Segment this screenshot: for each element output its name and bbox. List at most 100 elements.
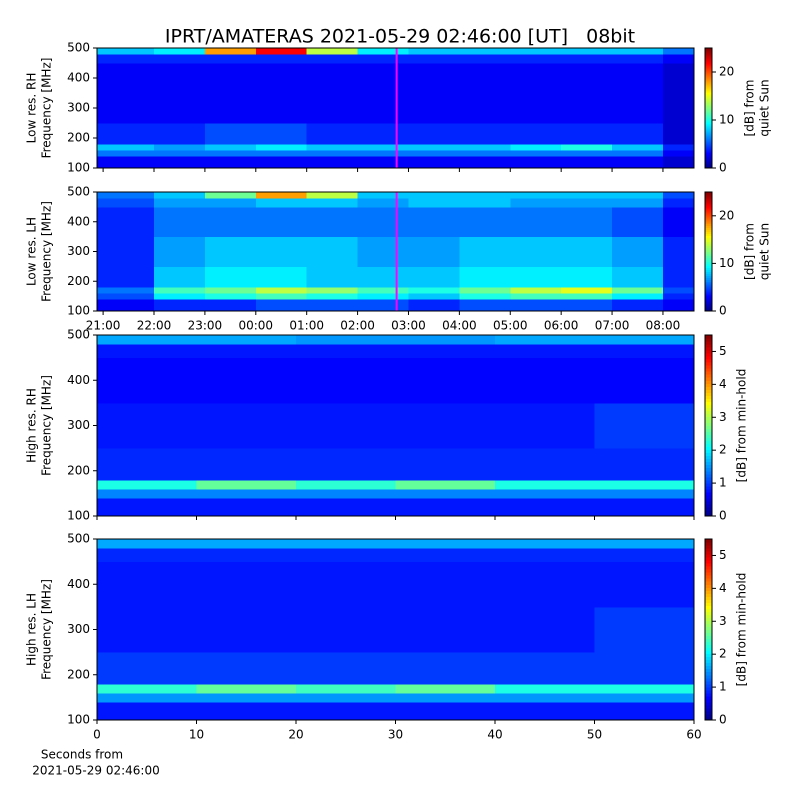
- heatmap-cell: [204, 63, 257, 94]
- colorbar-segment: [705, 431, 712, 436]
- heatmap-cell: [255, 150, 308, 157]
- heatmap-cell: [662, 192, 695, 199]
- heatmap-cell: [196, 683, 297, 694]
- heatmap-cell: [154, 93, 206, 124]
- colorbar-segment: [705, 90, 712, 93]
- heatmap-cell: [97, 266, 155, 288]
- colorbar-segment: [705, 359, 712, 363]
- heatmap-cell: [594, 357, 695, 404]
- colorbar-segment: [705, 704, 712, 709]
- heatmap-cell: [612, 150, 664, 157]
- colorbar-tick-label: 0: [719, 713, 727, 727]
- heatmap-cell: [357, 299, 409, 312]
- colorbar-segment: [705, 638, 712, 643]
- heatmap-cell: [204, 293, 257, 300]
- colorbar-segment: [705, 211, 712, 215]
- colorbar-segment: [705, 371, 712, 375]
- colorbar-segment: [705, 629, 712, 634]
- colorbar-segment: [705, 644, 712, 649]
- heatmap-cell: [594, 344, 695, 359]
- colorbar-segment: [705, 386, 712, 390]
- heatmap-cell: [612, 293, 664, 300]
- colorbar-segment: [705, 122, 712, 125]
- heatmap-cell: [459, 197, 511, 208]
- colorbar-tick-label: 0: [719, 161, 727, 175]
- colorbar-segment: [705, 620, 712, 624]
- heatmap-cell: [594, 335, 695, 345]
- colorbar-segment: [705, 506, 712, 511]
- heatmap-cell: [97, 539, 197, 549]
- heatmap-cell: [408, 63, 460, 94]
- colorbar-segment: [705, 596, 712, 600]
- x-tick-label: 00:00: [238, 319, 273, 333]
- colorbar-segment: [705, 142, 712, 145]
- heatmap-cell: [662, 299, 695, 312]
- heatmap-cell: [408, 54, 460, 64]
- heatmap-cell: [510, 206, 562, 238]
- colorbar-segment: [705, 267, 712, 270]
- y-tick-label: 200: [67, 667, 90, 681]
- heatmap-cell: [395, 488, 496, 499]
- colorbar-tick-label: 0: [719, 509, 727, 523]
- heatmap-cell: [662, 93, 695, 124]
- colorbar-segment: [705, 647, 712, 652]
- heatmap-cell: [255, 93, 308, 124]
- colorbar-segment: [705, 434, 712, 439]
- colorbar-segment: [705, 223, 712, 227]
- heatmap-cell: [662, 197, 695, 208]
- colorbar-segment: [705, 593, 712, 597]
- heatmap-cell: [459, 123, 511, 145]
- heatmap-cell: [662, 63, 695, 94]
- colorbar-segment: [705, 241, 712, 245]
- colorbar-segment: [705, 215, 712, 219]
- colorbar-segment: [705, 710, 712, 715]
- heatmap-cell: [357, 197, 409, 208]
- heatmap-cell: [255, 156, 308, 169]
- heatmap-cell: [395, 652, 496, 685]
- heatmap-cell: [662, 287, 695, 294]
- heatmap-cell: [459, 293, 511, 300]
- heatmap-cell: [459, 48, 511, 55]
- colorbar-segment: [705, 96, 712, 99]
- colorbar-segment: [705, 253, 712, 256]
- colorbar-segment: [705, 578, 712, 582]
- colorbar-segment: [705, 110, 712, 113]
- heatmap-cell: [255, 236, 308, 267]
- colorbar-segment: [705, 551, 712, 555]
- heatmap-cell: [408, 206, 460, 238]
- y-tick-label: 500: [67, 185, 90, 199]
- colorbar-segment: [705, 401, 712, 405]
- heatmap-cell: [459, 236, 511, 267]
- heatmap-cell: [154, 299, 206, 312]
- colorbar-segment: [705, 291, 712, 294]
- colorbar-tick-label: 4: [719, 581, 727, 595]
- heatmap-cell: [296, 606, 396, 653]
- heatmap-cell: [561, 48, 613, 55]
- colorbar-tick-label: 1: [719, 476, 727, 490]
- colorbar-segment: [705, 255, 712, 258]
- chart-title: IPRT/AMATERAS 2021-05-29 02:46:00 [UT] 0…: [165, 26, 635, 48]
- heatmap-cell: [395, 606, 496, 653]
- colorbar-segment: [705, 263, 712, 266]
- colorbar-segment: [705, 713, 712, 718]
- heatmap-cell: [357, 93, 409, 124]
- colorbar-segment: [705, 104, 712, 107]
- heatmap-cell: [357, 287, 409, 294]
- colorbar-segment: [705, 584, 712, 588]
- colorbar-segment: [705, 590, 712, 594]
- x-tick-label: 01:00: [289, 319, 324, 333]
- colorbar-tick-label: 20: [719, 65, 734, 79]
- x-tick-label: 23:00: [188, 319, 223, 333]
- heatmap-cell: [612, 197, 664, 208]
- heatmap-cell: [296, 652, 396, 685]
- colorbar-segment: [705, 605, 712, 609]
- heatmap-cell: [296, 335, 396, 345]
- heatmap-cell: [561, 54, 613, 64]
- colorbar-segment: [705, 557, 712, 561]
- heatmap-cell: [97, 299, 155, 312]
- heatmap-cell: [408, 287, 460, 294]
- heatmap-cell: [459, 206, 511, 238]
- y-tick-label: 100: [67, 161, 90, 175]
- y-tick-label: 100: [67, 304, 90, 318]
- colorbar-segment: [705, 100, 712, 103]
